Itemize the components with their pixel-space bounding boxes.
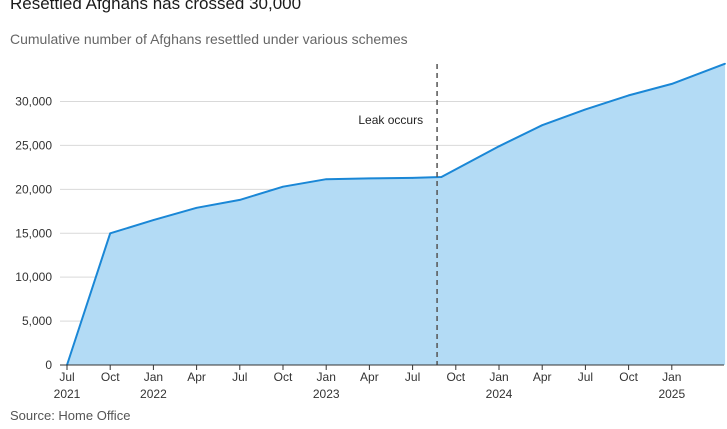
y-tick-label: 15,000 bbox=[15, 226, 52, 240]
data-point bbox=[195, 206, 198, 209]
chart-subtitle: Cumulative number of Afghans resettled u… bbox=[10, 31, 408, 47]
x-tick-label: Apr bbox=[360, 370, 379, 384]
x-tick-label: Jan bbox=[489, 370, 508, 384]
x-tick-year-label: 2022 bbox=[140, 387, 167, 401]
annotation: Leak occurs bbox=[358, 64, 438, 365]
y-tick-label: 5,000 bbox=[22, 314, 52, 328]
source-note: Source: Home Office bbox=[10, 408, 131, 423]
data-point bbox=[109, 232, 111, 235]
x-tick-label: Jul bbox=[405, 370, 420, 384]
series-line bbox=[66, 62, 726, 366]
x-tick-label: Jul bbox=[232, 370, 247, 384]
data-point bbox=[152, 219, 155, 221]
x-tick-label: Oct bbox=[101, 370, 120, 384]
y-tick-label: 0 bbox=[45, 358, 52, 372]
data-point bbox=[627, 94, 630, 97]
y-tick-label: 10,000 bbox=[15, 270, 52, 284]
data-point bbox=[584, 108, 587, 111]
data-point bbox=[368, 177, 371, 180]
x-tick-label: Jul bbox=[59, 370, 74, 384]
axes: 0 5,000 10,000 15,000 20,000 25,000 30,000 Jul 2… bbox=[15, 95, 724, 401]
x-tick-label: Apr bbox=[533, 370, 552, 384]
y-tick-label: 30,000 bbox=[15, 95, 52, 109]
data-point bbox=[498, 145, 500, 148]
x-tick-label: Jul bbox=[578, 370, 593, 384]
x-tick-label: Jan bbox=[144, 370, 163, 384]
data-point bbox=[325, 178, 328, 181]
area-fill bbox=[67, 63, 726, 365]
y-tick-label: 20,000 bbox=[15, 182, 52, 196]
data-point bbox=[724, 62, 726, 65]
annotation-label: Leak occurs bbox=[358, 113, 423, 127]
x-tick-year-label: 2021 bbox=[54, 387, 81, 401]
x-tick-label: Jan bbox=[317, 370, 336, 384]
data-point bbox=[440, 176, 443, 178]
data-point bbox=[671, 83, 673, 85]
x-tick-label: Oct bbox=[446, 370, 465, 384]
data-point bbox=[282, 185, 284, 188]
x-tick-label: Apr bbox=[187, 370, 206, 384]
y-tick-label: 25,000 bbox=[15, 138, 52, 152]
data-point bbox=[411, 177, 414, 179]
x-tick-year-label: 2023 bbox=[313, 387, 340, 401]
x-tick-label: Oct bbox=[619, 370, 638, 384]
x-tick-label: Oct bbox=[274, 370, 293, 384]
x-tick-year-label: 2024 bbox=[486, 387, 513, 401]
chart-title: Resettled Afghans has crossed 30,000 bbox=[10, 0, 302, 13]
x-tick-year-label: 2025 bbox=[658, 387, 685, 401]
x-tick-label: Jan bbox=[662, 370, 681, 384]
series-area bbox=[66, 62, 726, 366]
data-point bbox=[541, 124, 543, 127]
data-point bbox=[239, 199, 241, 201]
